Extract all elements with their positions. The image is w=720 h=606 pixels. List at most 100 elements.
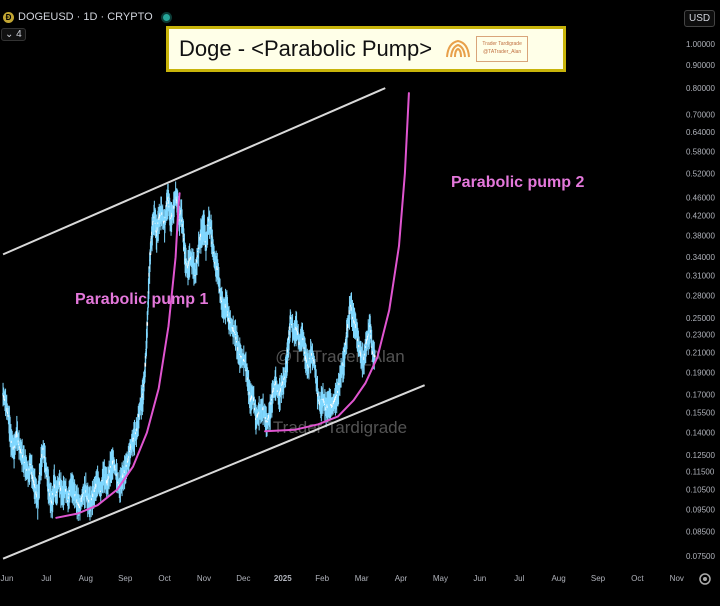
- price-candle-body: [253, 397, 255, 401]
- price-candle-body: [316, 390, 319, 393]
- price-candle-body: [94, 487, 97, 490]
- price-candle-body: [337, 386, 340, 390]
- price-candle-body: [10, 438, 12, 442]
- y-tick-label: 0.12500: [686, 451, 715, 460]
- price-candle-body: [67, 496, 70, 499]
- price-candle-body: [336, 391, 339, 396]
- price-candle-body: [112, 460, 115, 463]
- price-candle-body: [230, 323, 232, 326]
- price-candle-body: [335, 395, 337, 398]
- symbol-header[interactable]: Ð DOGEUSD · 1D · CRYPTO: [0, 9, 170, 25]
- price-candle-body: [42, 447, 45, 450]
- price-candle-body: [24, 462, 27, 467]
- price-candle-body: [201, 227, 204, 231]
- channel-line-lower[interactable]: [2, 384, 426, 560]
- price-candle-body: [121, 475, 124, 478]
- price-candle-body: [319, 403, 322, 406]
- price-candle-body: [158, 214, 161, 219]
- price-candle-body: [348, 316, 350, 318]
- indicator-badge[interactable]: ⌄ 4: [1, 28, 26, 41]
- price-candle-body: [128, 452, 131, 456]
- price-candle-body: [71, 487, 74, 490]
- price-candle-body: [115, 473, 118, 477]
- price-candle-body: [310, 353, 313, 356]
- price-candle-body: [355, 331, 358, 335]
- x-tick-label: 2025: [274, 574, 292, 583]
- price-candle-body: [12, 446, 15, 450]
- price-candle-body: [352, 318, 355, 321]
- price-candle-body: [235, 336, 237, 340]
- doge-coin-icon: Ð: [3, 11, 14, 23]
- currency-badge[interactable]: USD: [684, 10, 716, 27]
- y-tick-label: 0.25000: [686, 314, 715, 323]
- price-candle-body: [26, 468, 28, 471]
- parabolic-curve-1[interactable]: [55, 192, 181, 519]
- price-candle-body: [66, 495, 68, 497]
- price-candle-body: [283, 378, 286, 381]
- x-tick-label: Jun: [473, 574, 486, 583]
- price-candle-body: [20, 449, 22, 453]
- price-candle-body: [315, 378, 318, 382]
- price-candle-body: [110, 465, 112, 468]
- price-candle-body: [316, 384, 318, 388]
- price-candle-body: [140, 400, 143, 403]
- price-candle-body: [161, 214, 164, 219]
- price-candle-body: [304, 351, 306, 354]
- price-candle-body: [233, 332, 236, 334]
- price-candle-body: [348, 310, 351, 315]
- price-candle-body: [160, 210, 162, 215]
- price-candle-body: [69, 485, 72, 489]
- price-candle-body: [136, 428, 138, 432]
- gear-icon[interactable]: [698, 572, 712, 586]
- price-candle-body: [374, 355, 376, 358]
- price-candle-body: [170, 217, 172, 220]
- price-candle-body: [41, 451, 44, 454]
- price-candle-body: [322, 398, 325, 402]
- price-candle-body: [266, 421, 269, 423]
- price-candle-body: [92, 492, 95, 495]
- price-candle-body: [40, 458, 43, 461]
- price-candle-body: [129, 450, 131, 453]
- price-candle-body: [127, 458, 130, 462]
- price-candle-body: [82, 492, 85, 496]
- price-candle-body: [354, 324, 357, 329]
- x-tick-label: Aug: [551, 574, 565, 583]
- price-candle-body: [146, 322, 149, 326]
- price-candle-body: [305, 359, 308, 363]
- price-candle-body: [216, 266, 219, 270]
- price-candle-body: [303, 347, 306, 349]
- symbol-info[interactable]: DOGEUSD · 1D · CRYPTO: [18, 11, 153, 23]
- annotation-label-2: Parabolic pump 2: [451, 174, 584, 191]
- price-candle-body: [74, 494, 77, 497]
- price-candle-body: [39, 464, 42, 469]
- price-candle-body: [80, 498, 83, 502]
- price-candle-body: [322, 396, 324, 399]
- price-candle-body: [76, 499, 78, 503]
- parabolic-curve-2[interactable]: [264, 92, 410, 433]
- price-candle-body: [131, 441, 134, 444]
- price-candle-body: [330, 404, 332, 406]
- price-candle-body: [122, 473, 125, 477]
- price-candle-body: [232, 327, 234, 332]
- price-candle-body: [205, 239, 208, 242]
- channel-line-upper[interactable]: [2, 87, 386, 256]
- price-candle-body: [276, 390, 279, 392]
- price-candle-body: [263, 413, 266, 417]
- x-tick-label: Dec: [236, 574, 250, 583]
- price-candle-body: [306, 362, 309, 364]
- price-candle-body: [360, 352, 362, 357]
- price-candle-body: [60, 487, 62, 492]
- price-candle-body: [257, 413, 260, 415]
- price-candle-body: [252, 392, 255, 397]
- price-candle-body: [263, 410, 265, 413]
- price-candle-body: [186, 268, 189, 270]
- price-candle-body: [90, 500, 92, 503]
- price-candle-body: [39, 472, 41, 475]
- price-candle-body: [102, 471, 105, 475]
- price-candle-body: [197, 250, 199, 253]
- price-candle-body: [326, 404, 329, 409]
- y-tick-label: 0.52000: [686, 169, 715, 178]
- price-candle-body: [218, 279, 220, 281]
